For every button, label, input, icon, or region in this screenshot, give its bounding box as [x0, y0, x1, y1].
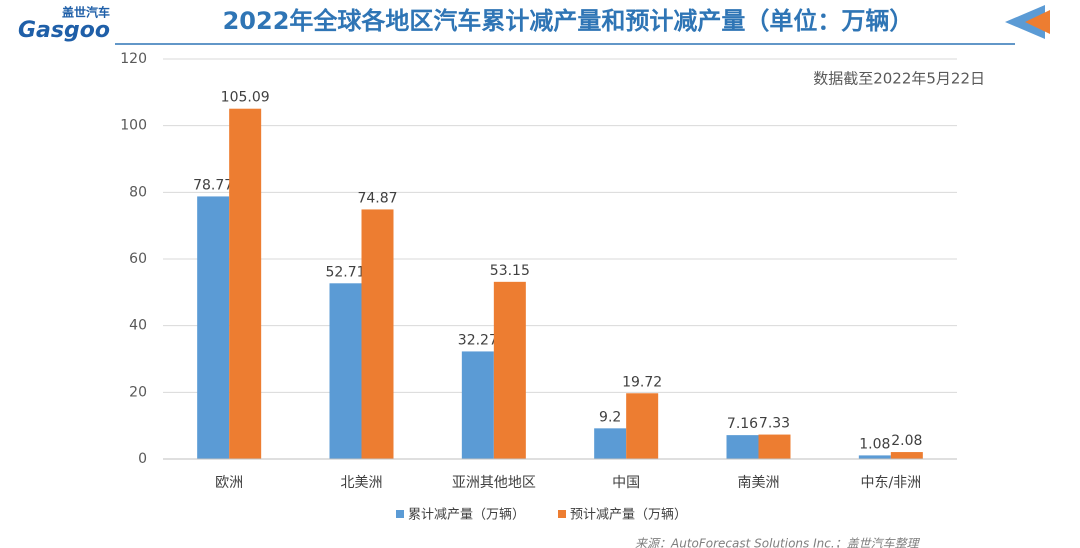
- value-label: 105.09: [221, 90, 270, 106]
- logo-cn: 盖世汽车: [62, 5, 110, 20]
- deco-arrow: [1025, 10, 1050, 34]
- y-tick-label: 80: [129, 184, 147, 200]
- bar: [858, 455, 891, 459]
- bar: [229, 108, 262, 459]
- source: 来源：AutoForecast Solutions Inc.；盖世汽车整理: [635, 537, 921, 548]
- value-label: 74.87: [357, 190, 397, 206]
- bar: [329, 283, 362, 459]
- value-label: 2.08: [891, 433, 922, 449]
- logo-en: Gasgoo: [18, 18, 110, 43]
- bar: [758, 434, 791, 459]
- value-label: 9.2: [599, 409, 621, 425]
- bar: [461, 351, 494, 459]
- y-tick-label: 20: [129, 384, 147, 400]
- legend-label: 预计减产量（万辆）: [570, 508, 687, 523]
- value-label: 7.16: [727, 416, 758, 432]
- bar: [197, 196, 230, 459]
- x-tick-label: 中国: [612, 475, 640, 491]
- y-tick-label: 100: [120, 118, 147, 134]
- bar: [626, 393, 659, 459]
- bar: [890, 452, 923, 459]
- y-tick-label: 120: [120, 51, 147, 67]
- x-tick-label: 欧洲: [215, 475, 243, 491]
- note: 数据截至2022年5月22日: [813, 70, 985, 88]
- legend-swatch: [396, 510, 404, 518]
- legend-swatch: [558, 510, 566, 518]
- value-label: 53.15: [490, 263, 530, 279]
- bar: [361, 209, 394, 459]
- value-label: 52.71: [325, 264, 365, 280]
- y-tick-label: 40: [129, 318, 147, 334]
- y-tick-label: 0: [138, 451, 147, 467]
- x-tick-label: 亚洲其他地区: [452, 475, 536, 491]
- x-tick-label: 中东/非洲: [860, 475, 921, 491]
- x-tick-label: 南美洲: [738, 475, 780, 491]
- chart-title: 2022年全球各地区汽车累计减产量和预计减产量（单位：万辆）: [223, 7, 914, 35]
- value-label: 7.33: [759, 416, 790, 432]
- x-tick-label: 北美洲: [341, 475, 383, 491]
- bar: [726, 435, 759, 459]
- value-label: 32.27: [458, 332, 498, 348]
- legend-label: 累计减产量（万辆）: [408, 508, 525, 523]
- value-label: 1.08: [859, 436, 890, 452]
- bar: [594, 428, 627, 459]
- bar: [493, 281, 526, 459]
- value-label: 78.77: [193, 177, 233, 193]
- value-label: 19.72: [622, 374, 662, 390]
- y-tick-label: 60: [129, 251, 147, 267]
